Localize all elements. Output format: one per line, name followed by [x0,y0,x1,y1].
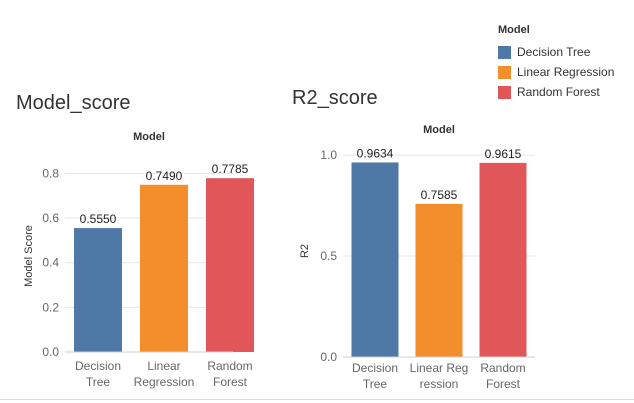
category-label: Regression [134,375,195,389]
bar [74,228,122,352]
category-label: Random [207,359,252,373]
bar [351,162,399,357]
data-label: 0.7490 [146,169,183,183]
bottom-divider [0,399,634,400]
category-label: Linear Reg [410,361,469,375]
legend-swatch [498,65,511,79]
category-label: Forest [486,377,521,391]
column-header: Model [133,131,165,143]
category-label: Decision [352,361,398,375]
legend-item-decision-tree[interactable]: Decision Tree [498,42,614,62]
data-label: 0.9634 [357,146,394,160]
category-label: Linear [147,359,180,373]
y-tick-label: 1.0 [320,148,337,162]
y-tick-label: 0.5 [320,249,337,263]
category-label: Decision [75,359,121,373]
data-label: 0.7785 [212,162,249,176]
y-tick-label: 0.2 [42,300,59,314]
data-label: 0.9615 [485,147,522,161]
column-header: Model [423,124,455,136]
legend-swatch [498,45,511,59]
y-tick-label: 0.6 [42,211,59,225]
legend-item-linear-regression[interactable]: Linear Regression [498,62,614,82]
legend-item-random-forest[interactable]: Random Forest [498,82,614,102]
data-label: 0.7585 [421,188,458,202]
category-label: Tree [86,375,111,389]
legend-title: Model [498,24,530,36]
legend-label: Random Forest [517,85,600,99]
bar [206,178,254,352]
r2-score-title: R2_score [292,87,378,109]
category-label: Tree [363,377,388,391]
y-axis-label: Model Score [23,225,35,287]
y-tick-label: 0.4 [42,256,59,270]
y-tick-label: 0.8 [42,166,59,180]
y-tick-label: 0.0 [42,345,59,359]
category-label: Random [480,361,525,375]
data-label: 0.5550 [80,212,117,226]
bar [140,184,188,352]
y-axis-label: R2 [299,244,311,258]
legend-swatch [498,85,511,99]
legend: Model Decision Tree Linear Regression Ra… [498,24,614,102]
legend-label: Decision Tree [517,45,591,59]
y-tick-label: 0.0 [320,350,337,364]
model-score-title: Model_score [16,92,131,114]
legend-label: Linear Regression [517,65,615,79]
category-label: ression [420,377,459,391]
category-label: Forest [213,375,248,389]
bar [415,203,463,357]
bar [479,162,527,357]
